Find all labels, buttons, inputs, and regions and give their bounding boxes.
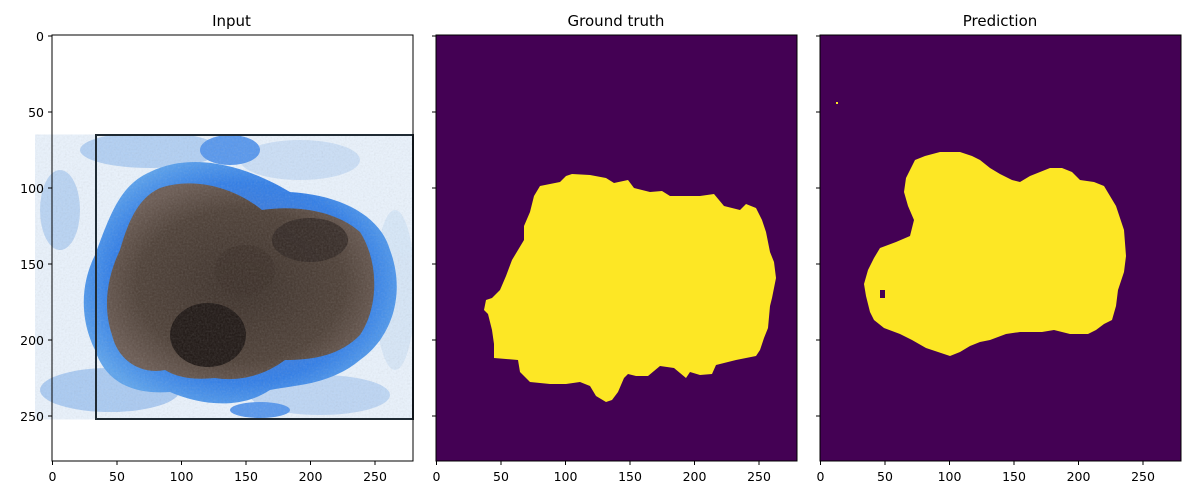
- x-tick-label: 250: [747, 469, 771, 484]
- x-tick-label: 100: [170, 469, 194, 484]
- y-tick-label: 100: [20, 181, 44, 196]
- x-axis-prediction: 0 50 100 150 200 250: [817, 461, 1155, 484]
- mask-hole: [880, 290, 885, 298]
- y-axis-ground-truth: [432, 35, 436, 417]
- dermoscopy-image: [35, 134, 413, 420]
- axes-frame-input: [51, 34, 414, 462]
- panel-prediction: Prediction 0 50 100 150 200 250: [816, 12, 1182, 484]
- panel-ground-truth: Ground truth 0 50 100 150 200 250: [432, 12, 798, 484]
- mask-foreground-prediction: [864, 152, 1126, 356]
- x-tick-label: 200: [683, 469, 707, 484]
- x-tick-label: 50: [493, 469, 509, 484]
- x-tick-label: 50: [109, 469, 125, 484]
- x-axis-input: 0 50 100 150 200 250: [49, 461, 387, 484]
- axes-frame-prediction: [819, 34, 1182, 462]
- x-axis-ground-truth: 0 50 100 150 200 250: [433, 461, 771, 484]
- x-tick-label: 100: [554, 469, 578, 484]
- y-axis-input: 0 50 100 150 200 250: [20, 29, 52, 424]
- x-tick-label: 0: [433, 469, 441, 484]
- axes-frame-ground-truth: [435, 34, 798, 462]
- y-tick-label: 250: [20, 409, 44, 424]
- panel-title-input: Input: [212, 12, 251, 30]
- x-tick-label: 0: [49, 469, 57, 484]
- x-tick-label: 100: [938, 469, 962, 484]
- panel-input: Input: [20, 12, 414, 484]
- y-axis-prediction: [816, 35, 820, 417]
- y-tick-label: 150: [20, 257, 44, 272]
- x-tick-label: 200: [1067, 469, 1091, 484]
- x-tick-label: 150: [618, 469, 642, 484]
- x-tick-label: 50: [877, 469, 893, 484]
- x-tick-label: 150: [1002, 469, 1026, 484]
- x-tick-label: 150: [234, 469, 258, 484]
- panel-title-prediction: Prediction: [963, 12, 1038, 30]
- x-tick-label: 0: [817, 469, 825, 484]
- x-tick-label: 250: [363, 469, 387, 484]
- x-tick-label: 200: [299, 469, 323, 484]
- x-tick-label: 250: [1131, 469, 1155, 484]
- panel-title-ground-truth: Ground truth: [568, 12, 665, 30]
- y-tick-label: 0: [36, 29, 44, 44]
- mask-foreground-ground-truth: [484, 174, 776, 402]
- mask-stray-pixel: [836, 102, 838, 104]
- y-tick-label: 50: [28, 105, 44, 120]
- y-tick-label: 200: [20, 333, 44, 348]
